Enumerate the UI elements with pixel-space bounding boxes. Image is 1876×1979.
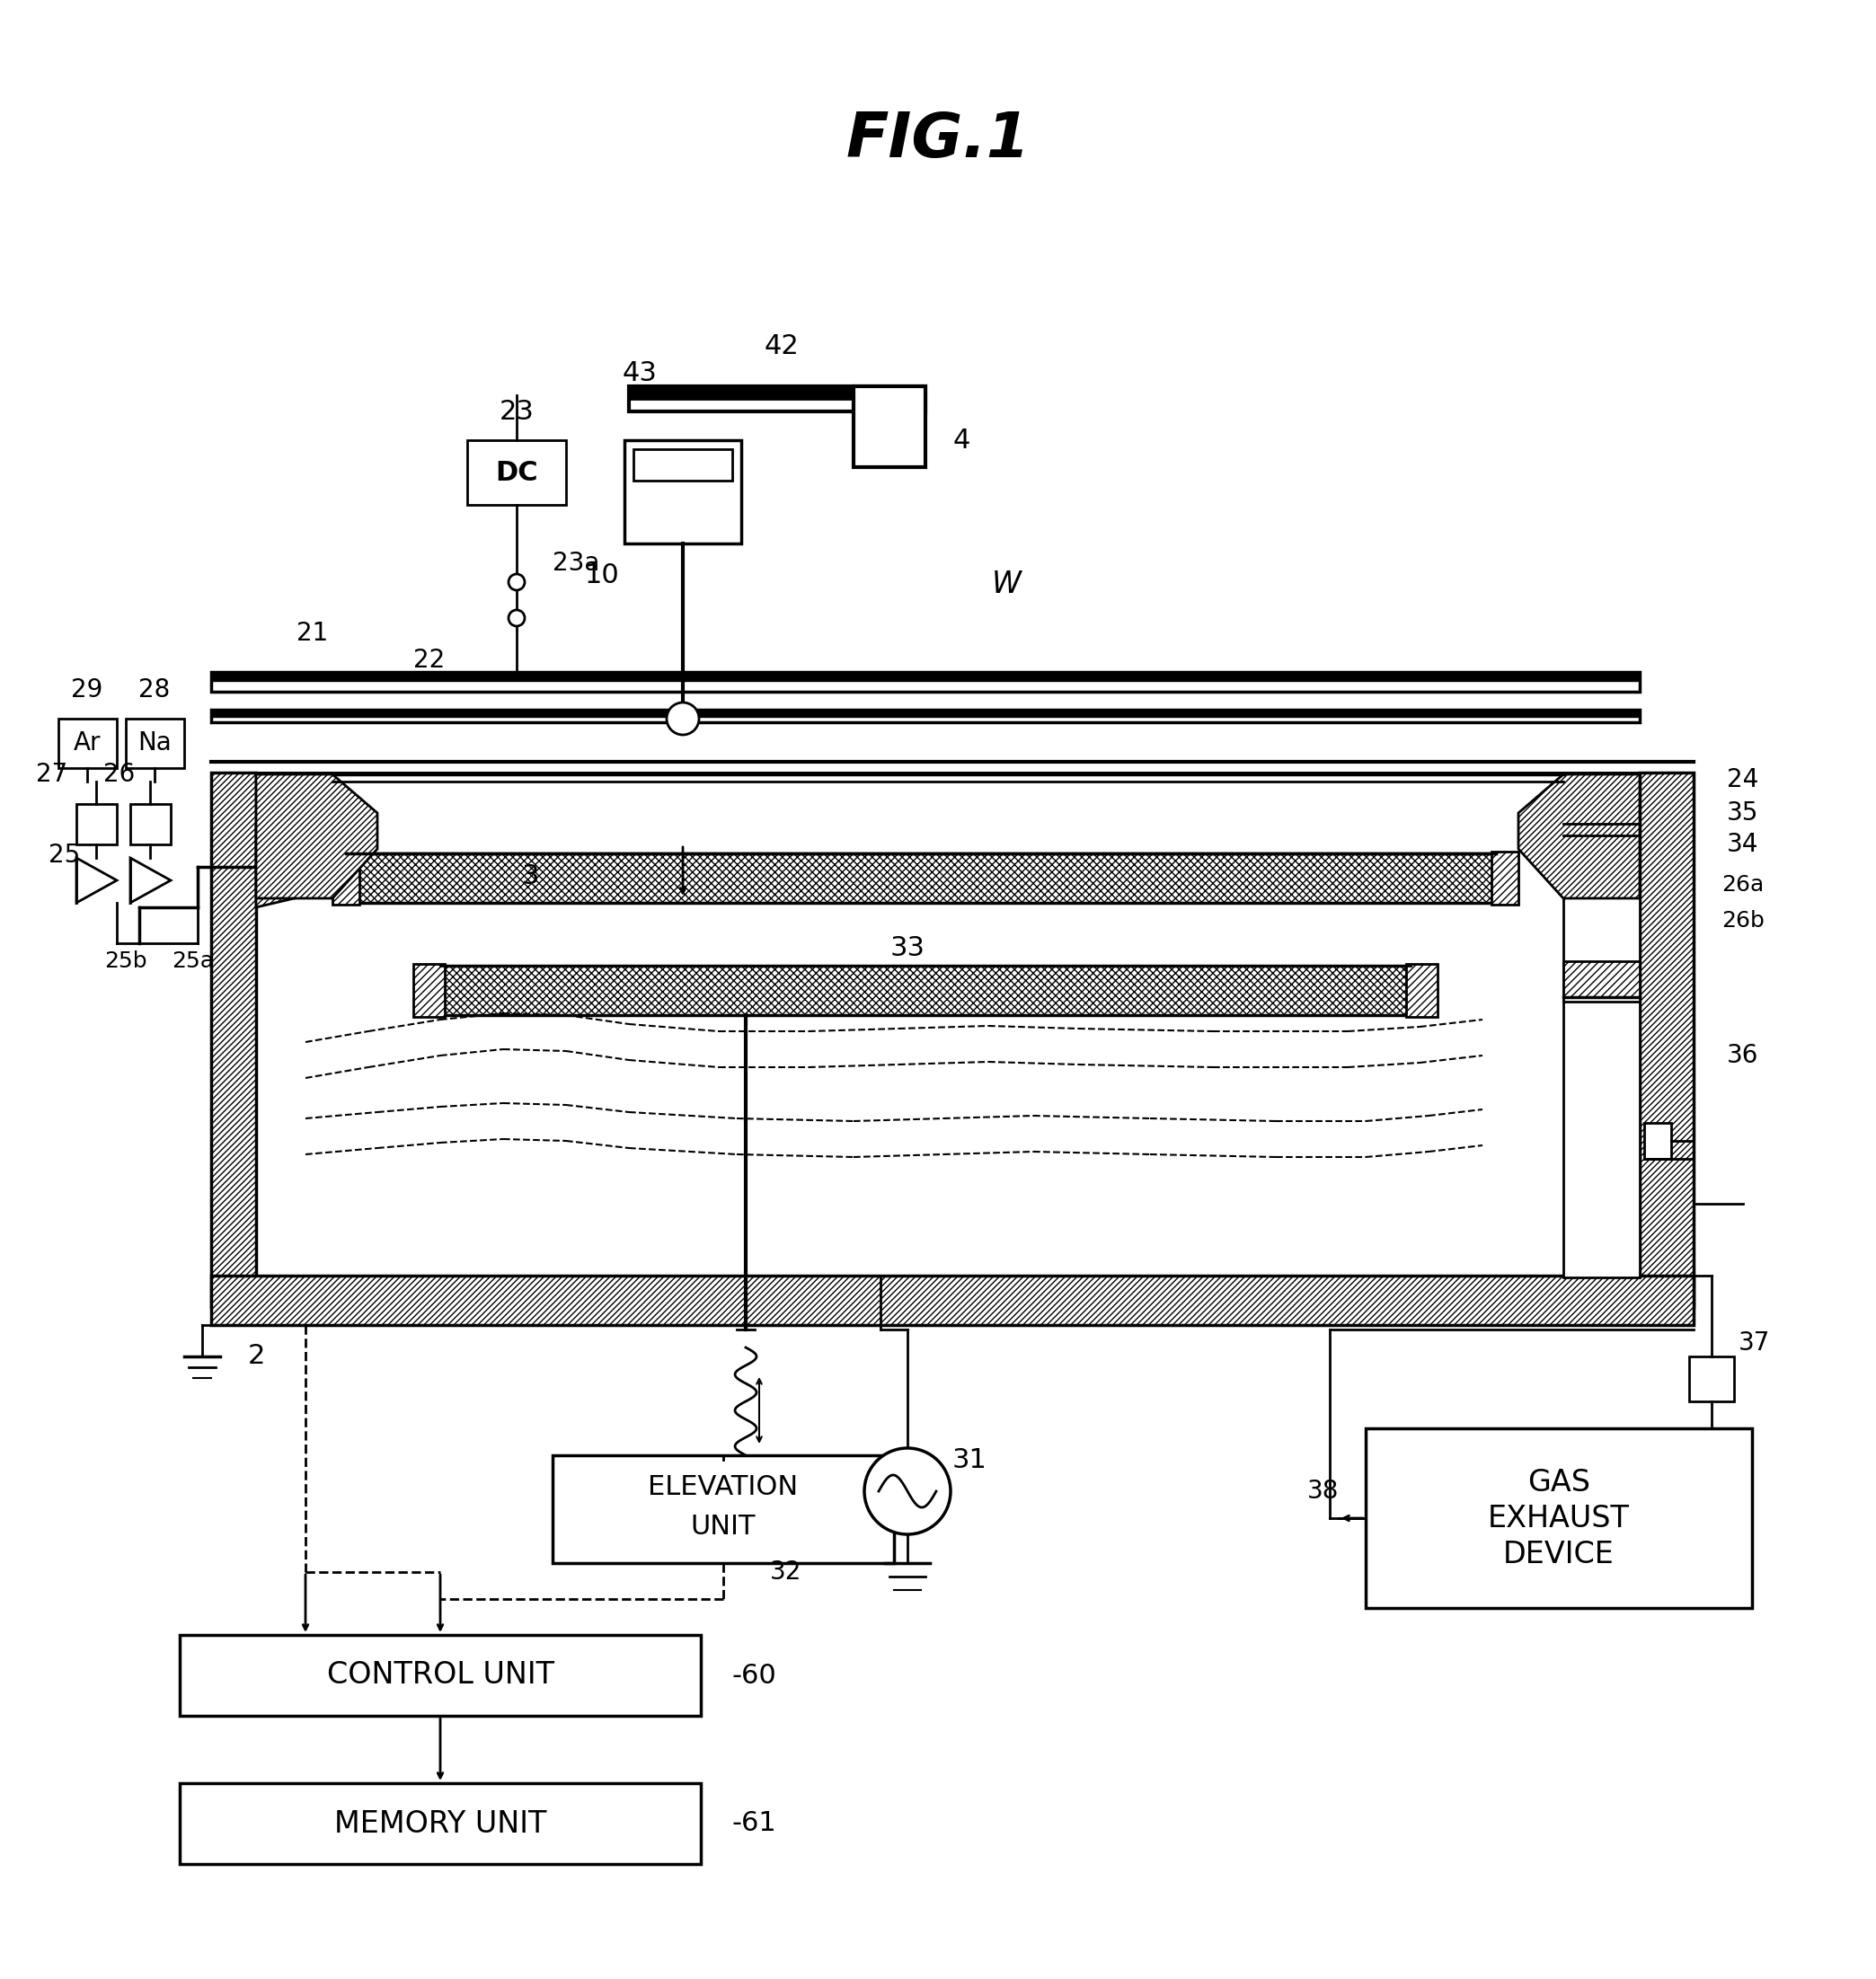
Text: -61: -61: [732, 1811, 777, 1837]
Bar: [1688, 1356, 1733, 1401]
Text: 10: 10: [585, 562, 619, 588]
Text: 31: 31: [953, 1447, 987, 1472]
Bar: [58, 718, 116, 768]
Bar: [854, 386, 925, 467]
Text: 26b: 26b: [1722, 910, 1765, 932]
Bar: [1563, 774, 1640, 1276]
Polygon shape: [255, 827, 332, 906]
Text: 35: 35: [1728, 800, 1760, 825]
Text: MEMORY UNIT: MEMORY UNIT: [334, 1809, 546, 1838]
Text: W: W: [991, 570, 1021, 600]
Bar: [212, 1276, 1694, 1326]
Bar: [625, 439, 741, 544]
Polygon shape: [1518, 774, 1640, 898]
Text: ELEVATION: ELEVATION: [649, 1474, 799, 1500]
Bar: [332, 851, 360, 904]
Bar: [212, 772, 255, 1306]
Text: 24: 24: [1728, 768, 1760, 792]
Circle shape: [508, 610, 525, 625]
Text: 26a: 26a: [1722, 875, 1763, 896]
Bar: [1640, 772, 1694, 1306]
Text: FIG.1: FIG.1: [846, 109, 1030, 170]
Text: 2: 2: [248, 1344, 265, 1369]
Text: 33: 33: [889, 934, 925, 960]
Bar: [180, 1635, 702, 1716]
Text: 26: 26: [103, 762, 135, 788]
Bar: [1491, 851, 1518, 904]
Text: 42: 42: [764, 332, 799, 358]
Polygon shape: [129, 857, 171, 902]
Bar: [467, 439, 567, 505]
Bar: [441, 966, 1411, 1015]
Text: EXHAUST: EXHAUST: [1488, 1504, 1630, 1534]
Text: 32: 32: [771, 1559, 803, 1585]
Text: 37: 37: [1739, 1330, 1771, 1356]
Text: -60: -60: [732, 1662, 777, 1688]
Polygon shape: [77, 857, 116, 902]
Text: 38: 38: [1308, 1478, 1339, 1504]
Bar: [628, 386, 925, 400]
Text: 22: 22: [413, 647, 445, 673]
Text: CONTROL UNIT: CONTROL UNIT: [326, 1660, 553, 1690]
Text: 4: 4: [953, 427, 970, 453]
Bar: [212, 673, 1640, 693]
Text: 28: 28: [139, 677, 171, 703]
Text: 25a: 25a: [173, 950, 214, 972]
Bar: [553, 1455, 895, 1563]
Text: Ar: Ar: [73, 730, 101, 756]
Bar: [77, 803, 116, 845]
Text: DC: DC: [495, 459, 538, 485]
Bar: [212, 710, 1640, 722]
Bar: [212, 710, 1640, 716]
Bar: [126, 718, 184, 768]
Bar: [212, 673, 1640, 681]
Text: 36: 36: [1728, 1043, 1760, 1069]
Text: 29: 29: [71, 677, 103, 703]
Text: 23a: 23a: [553, 550, 600, 576]
Text: 23: 23: [499, 398, 535, 424]
Bar: [332, 853, 377, 881]
Text: 34: 34: [1728, 831, 1760, 857]
Bar: [1407, 964, 1437, 1017]
Bar: [413, 964, 445, 1017]
Bar: [1643, 1122, 1672, 1160]
Text: 3: 3: [522, 863, 538, 889]
Text: UNIT: UNIT: [690, 1514, 756, 1540]
Text: 27: 27: [36, 762, 68, 788]
Bar: [1366, 1429, 1752, 1609]
Text: 43: 43: [623, 360, 657, 386]
Polygon shape: [255, 774, 377, 898]
Bar: [345, 853, 1495, 902]
Bar: [634, 449, 732, 481]
Circle shape: [508, 574, 525, 590]
Circle shape: [666, 703, 700, 734]
Bar: [628, 386, 925, 412]
Text: GAS: GAS: [1527, 1466, 1591, 1496]
Bar: [180, 1783, 702, 1864]
Text: 21: 21: [296, 621, 328, 645]
Bar: [129, 803, 171, 845]
Text: 25: 25: [49, 843, 81, 867]
Text: 25b: 25b: [105, 950, 146, 972]
Text: DEVICE: DEVICE: [1503, 1540, 1615, 1569]
Bar: [1563, 962, 1640, 997]
Circle shape: [865, 1449, 951, 1534]
Bar: [1563, 774, 1640, 823]
Text: Na: Na: [137, 730, 171, 756]
